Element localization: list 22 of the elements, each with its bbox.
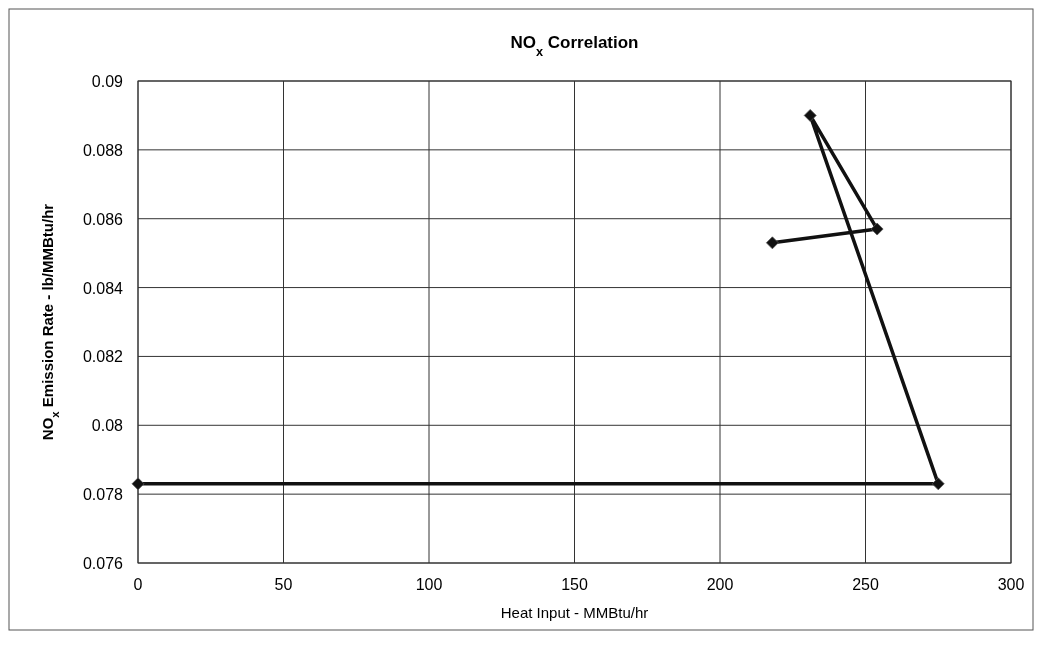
y-tick-label: 0.082 [82, 348, 124, 366]
x-tick-label: 300 [997, 576, 1025, 593]
point [870, 222, 884, 236]
x-tick-label: 200 [706, 576, 734, 593]
y-tick-label: 0.088 [82, 141, 124, 159]
x-tick-label: 100 [415, 576, 443, 593]
y-tick-label: 0.078 [82, 486, 124, 504]
y-tick-label: 0.084 [82, 279, 124, 297]
x-tick-label: 250 [852, 576, 879, 593]
y-tick-label: 0.086 [82, 210, 124, 228]
x-tick-label: 50 [274, 576, 293, 593]
point [765, 236, 779, 250]
x-axis-title: Heat Input - MMBtu/hr [500, 604, 649, 621]
point [931, 477, 945, 491]
x-tick-label: 150 [561, 576, 588, 593]
point [131, 477, 145, 491]
y-tick-label: 0.08 [91, 417, 124, 435]
chart-title: NO$_{x}$ Correlation [510, 33, 639, 59]
y-tick-label: 0.09 [91, 73, 124, 90]
y-tick-label: 0.076 [82, 555, 124, 572]
point [803, 109, 817, 122]
x-tick-label: 0 [133, 576, 143, 593]
